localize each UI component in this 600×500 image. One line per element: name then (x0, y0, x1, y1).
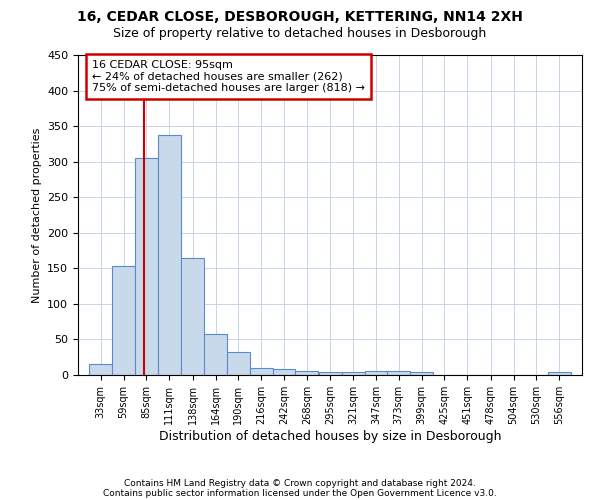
Text: Size of property relative to detached houses in Desborough: Size of property relative to detached ho… (113, 28, 487, 40)
Bar (112, 266, 135, 375)
Text: 16, CEDAR CLOSE, DESBOROUGH, KETTERING, NN14 2XH: 16, CEDAR CLOSE, DESBOROUGH, KETTERING, … (77, 10, 523, 24)
Bar (365, 372, 388, 375)
Bar (227, 352, 250, 375)
Bar (250, 368, 272, 375)
Bar (158, 134, 181, 375)
Bar (295, 372, 318, 375)
Bar (135, 158, 158, 375)
Bar (342, 372, 365, 375)
Bar (410, 372, 433, 375)
Bar (89, 364, 112, 375)
Bar (204, 334, 227, 375)
Bar (548, 372, 571, 375)
Text: 16 CEDAR CLOSE: 95sqm
← 24% of detached houses are smaller (262)
75% of semi-det: 16 CEDAR CLOSE: 95sqm ← 24% of detached … (92, 60, 365, 93)
Y-axis label: Number of detached properties: Number of detached properties (32, 128, 41, 302)
X-axis label: Distribution of detached houses by size in Desborough: Distribution of detached houses by size … (159, 430, 501, 442)
Text: Contains HM Land Registry data © Crown copyright and database right 2024.: Contains HM Land Registry data © Crown c… (124, 478, 476, 488)
Text: Contains public sector information licensed under the Open Government Licence v3: Contains public sector information licen… (103, 488, 497, 498)
Bar (181, 258, 204, 375)
Bar (319, 372, 342, 375)
Bar (388, 372, 410, 375)
Bar (272, 370, 295, 375)
